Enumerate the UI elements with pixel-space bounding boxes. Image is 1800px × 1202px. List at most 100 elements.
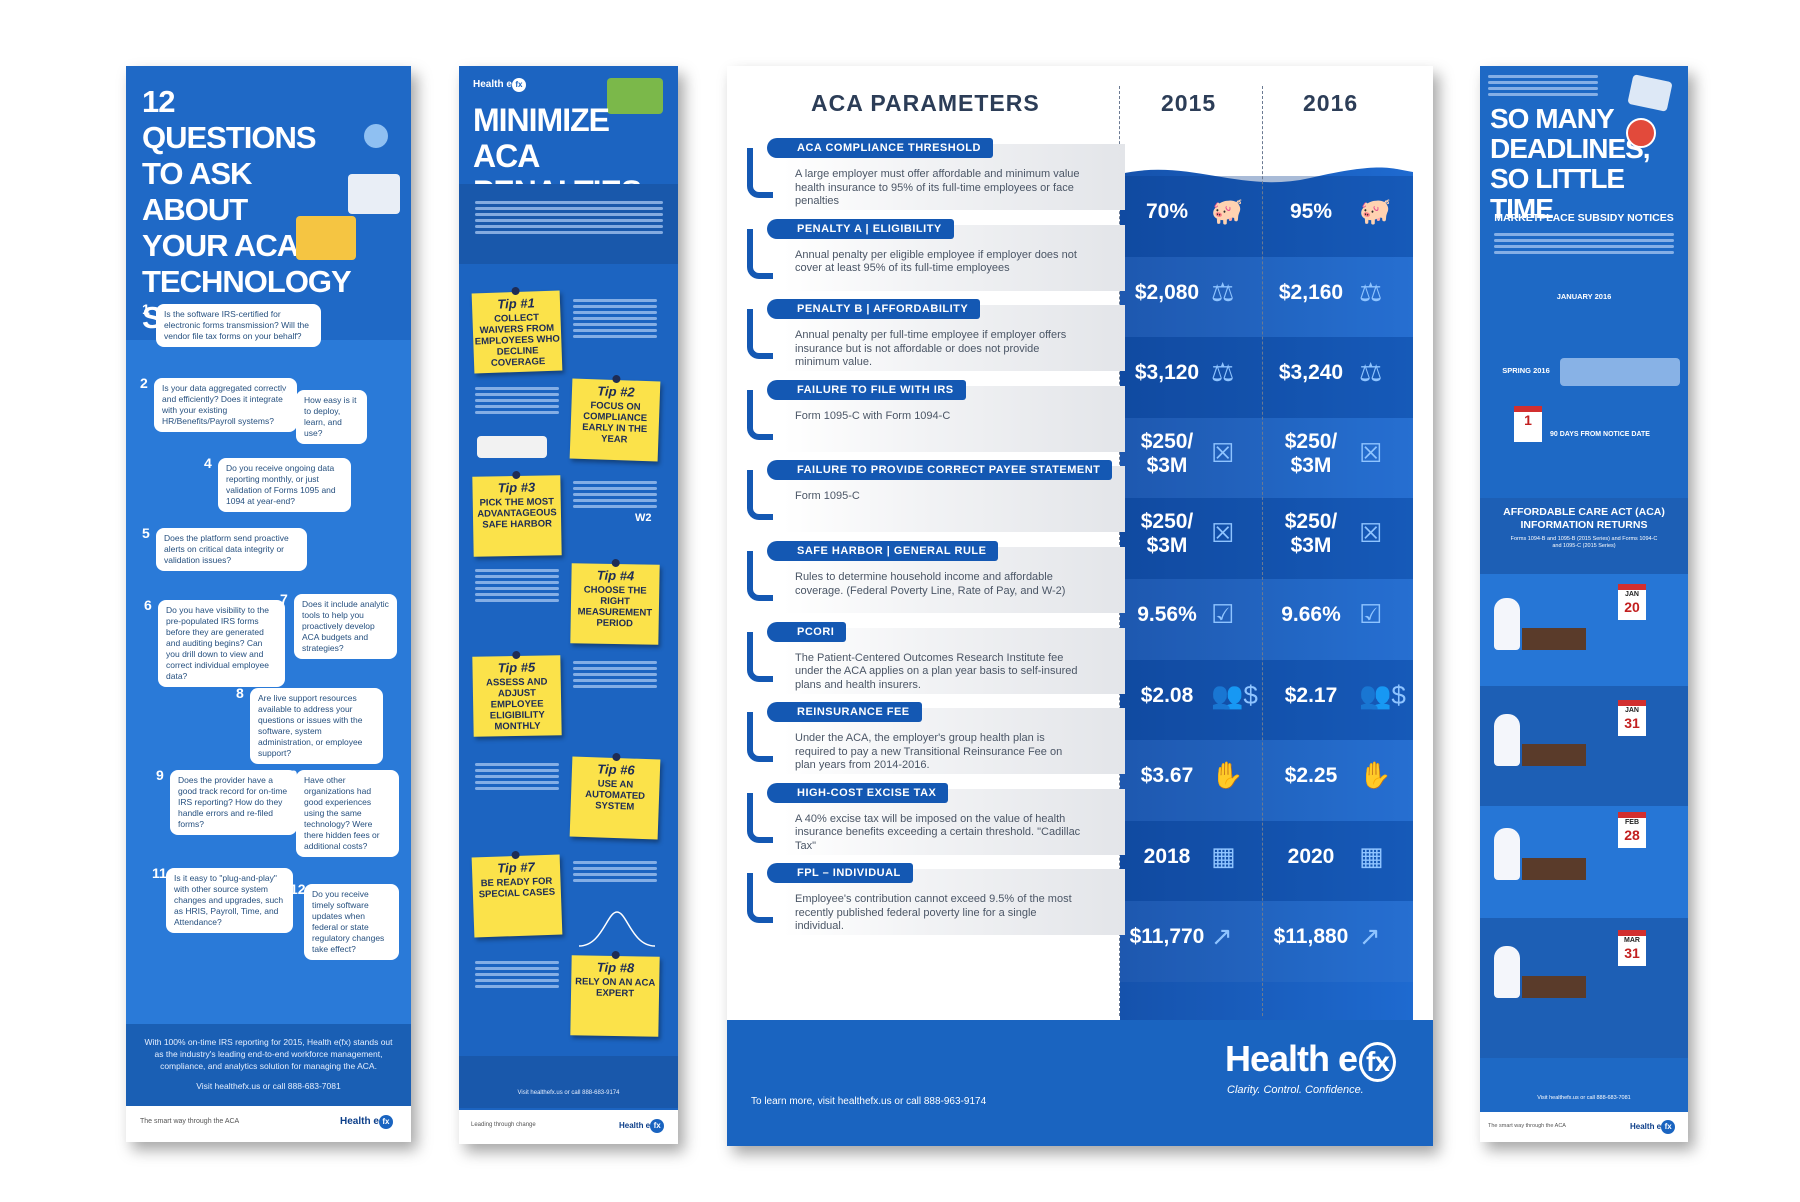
question-7: 7 Does it include analytic tools to help …: [280, 592, 397, 659]
calendar-month: FEB: [1625, 819, 1639, 826]
parameter-description: Form 1095-C with Form 1094-C: [795, 409, 951, 422]
globe-illustration: [364, 124, 388, 148]
question-number: 8: [236, 685, 244, 701]
bell-curve-illustration: [578, 911, 656, 947]
trend-up-icon: ↗: [1211, 921, 1233, 952]
notice-date-label: 90 DAYS FROM NOTICE DATE: [1550, 431, 1650, 438]
question-2: 2 Is your data aggregated correctly and e…: [140, 376, 297, 432]
poster4-footer-contact: Visit healthefx.us or call 888-683-7081: [1537, 1095, 1631, 1101]
question-text: Is the software IRS-certified for electr…: [164, 309, 310, 341]
tip-text: COLLECT WAIVERS FROM EMPLOYEES WHO DECLI…: [474, 312, 560, 369]
parameter-label: FPL – INDIVIDUAL: [767, 863, 913, 884]
checklist-icon: ☑: [1359, 599, 1383, 629]
tip-7: Tip #7 BE READY FOR SPECIAL CASES: [471, 850, 563, 938]
tip-number: Tip #6: [597, 761, 635, 778]
value-2015: 2018: [1143, 844, 1191, 868]
document-x-icon: ☒: [1211, 518, 1235, 549]
row-bracket: [747, 228, 773, 279]
value-2016: $3,240: [1278, 361, 1344, 385]
tip-number: Tip #4: [596, 567, 635, 584]
value-row-band: [1120, 176, 1413, 257]
tip-5: Tip #5 ASSESS AND ADJUST EMPLOYEE ELIGIBI…: [472, 650, 562, 737]
poster2-tagline: Leading through change: [471, 1122, 536, 1128]
parameter-label: FAILURE TO FILE WITH IRS: [767, 379, 966, 400]
question-text: Do you have visibility to the pre-popula…: [166, 605, 269, 681]
poster1-logo-text: Health e: [340, 1116, 379, 1127]
column-2015-header: 2015: [1161, 90, 1217, 116]
question-text: Do you receive ongoing data reporting mo…: [226, 463, 336, 506]
row-bracket: [747, 309, 773, 360]
trend-up-icon: ↗: [1359, 921, 1381, 952]
poster1-bottom-bar: The smart way through the ACA Health e fx: [126, 1106, 411, 1142]
value-2015: 9.56%: [1137, 603, 1197, 626]
parameter-label: FAILURE TO PROVIDE CORRECT PAYEE STATEME…: [767, 460, 1113, 481]
poster1-tagline: The smart way through the ACA: [140, 1118, 240, 1125]
parameter-description: Under the ACA, the employer's group heal…: [795, 732, 1063, 772]
question-number: 4: [204, 455, 212, 471]
question-number: 2: [140, 375, 148, 391]
piggy-bank-icon: 🐖: [1211, 196, 1244, 226]
value-2015: $11,770: [1129, 925, 1205, 949]
gavel-icon: ⚖: [1359, 276, 1383, 307]
value-row-band: [1120, 901, 1413, 982]
poster2-bottom-bar: Leading through change Health e fx: [459, 1110, 678, 1144]
divider-line-right: [1262, 86, 1263, 1016]
calculator-icon: ▦: [1359, 840, 1384, 871]
row-bracket: [747, 148, 773, 198]
tip-number: Tip #1: [497, 295, 535, 312]
parameter-label: HIGH-COST EXCISE TAX: [767, 782, 949, 803]
value-2015: 70%: [1145, 200, 1189, 223]
folder-illustration: [296, 216, 356, 260]
tip-2: Tip #2 FOCUS ON COMPLIANCE EARLY IN THE Y…: [569, 374, 661, 462]
poster4-logo: Health e fx: [1630, 1120, 1676, 1134]
poster3-footer: To learn more, visit healthefx.us or cal…: [727, 1020, 1433, 1146]
worker-illustration: [1494, 714, 1520, 766]
question-6: 6 Do you have visibility to the pre-popul…: [144, 598, 285, 687]
marketplace-section-title: MARKETPLACE SUBSIDY NOTICES: [1494, 212, 1674, 224]
tip-3-text: [573, 478, 657, 511]
poster4-bottom-bar: The smart way through the ACA Health e fx: [1480, 1112, 1688, 1142]
tip-3: Tip #3 PICK THE MOST ADVANTAGEOUS SAFE HA…: [472, 470, 562, 557]
poster2-bottom-logo-fx: fx: [650, 1119, 665, 1133]
pin-icon: [512, 650, 521, 660]
deadline-calendar-jan-31: JAN 31: [1618, 700, 1646, 736]
question-9: 9 Does the provider have a good track rec…: [156, 768, 297, 835]
value-row-band: [1120, 256, 1413, 338]
tip-1: Tip #1 COLLECT WAIVERS FROM EMPLOYEES WHO…: [471, 286, 563, 374]
tip-number: Tip #5: [497, 659, 536, 676]
question-text: Is your data aggregated correctly and ef…: [162, 383, 287, 426]
brand-logo-text: Health e: [1225, 1038, 1358, 1079]
tip-4-text: [475, 566, 559, 605]
question-8: 8 Are live support resources available to…: [236, 686, 383, 764]
tip-number: Tip #7: [497, 859, 535, 876]
value-2015: $3,120: [1134, 361, 1200, 385]
row-bracket: [747, 551, 773, 601]
value-2015: $250/ $3M: [1140, 429, 1194, 477]
question-number: 3: [282, 387, 290, 403]
pin-icon: [612, 374, 621, 384]
row-bracket: [747, 873, 773, 924]
poster2-footer: Visit healthefx.us or call 888-683-9174: [459, 1056, 678, 1108]
deadline-calendar-feb-28: FEB 28: [1618, 812, 1646, 848]
january-2016-label: JANUARY 2016: [1556, 292, 1612, 301]
question-text: Is it easy to "plug-and-play" with other…: [174, 873, 284, 927]
poster2-bottom-logo-text: Health e: [619, 1121, 651, 1130]
row-bracket: [747, 389, 773, 440]
parameter-label: PCORI: [767, 621, 847, 642]
parameter-label: PENALTY B | AFFORDABILITY: [767, 299, 981, 320]
calendar-day: 20: [1624, 599, 1640, 615]
parameter-label: REINSURANCE FEE: [767, 702, 922, 723]
calendar-month: JAN: [1624, 591, 1639, 598]
value-2015: $250/ $3M: [1140, 510, 1194, 558]
poster-deadlines: SO MANY DEADLINES, SO LITTLE TIME MARKET…: [1480, 66, 1688, 1142]
parameter-description: Annual penalty per full-time employee if…: [795, 329, 1067, 369]
question-12: 12 Do you receive timely software updates…: [290, 882, 399, 960]
worker-illustration: [1494, 828, 1520, 880]
poster2-logo-fx: fx: [511, 78, 526, 92]
question-number: 10: [282, 767, 298, 783]
value-row-band: [1120, 820, 1413, 902]
hand-money-icon: ✋: [1211, 760, 1244, 791]
poster2-intro: [459, 184, 678, 264]
tip-text: ASSESS AND ADJUST EMPLOYEE ELIGIBILITY M…: [485, 676, 548, 733]
question-number: 6: [144, 597, 152, 613]
